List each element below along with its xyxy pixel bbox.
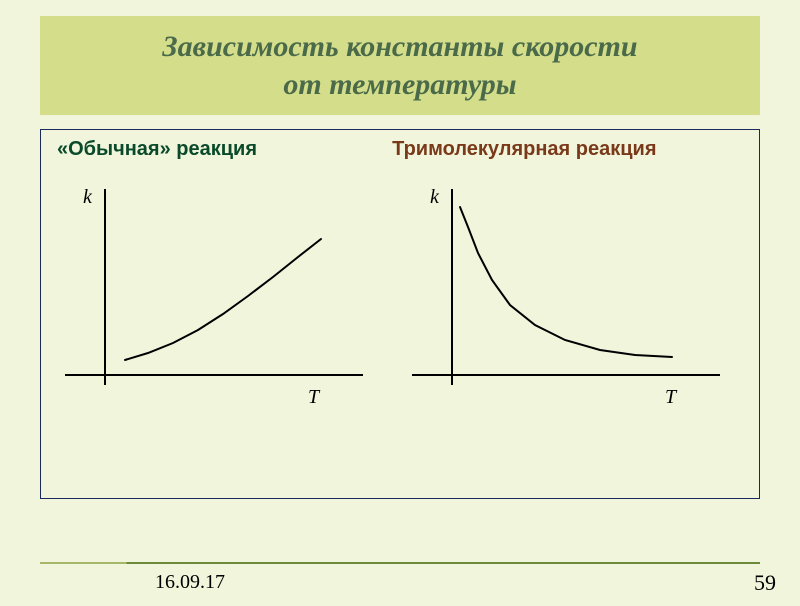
- slide-title-bar: Зависимость константы скорости от темпер…: [40, 16, 760, 115]
- right-chart-svg: kT: [400, 165, 750, 465]
- charts-row: kT kT: [53, 165, 747, 465]
- footer-divider: [40, 562, 760, 564]
- slide-title: Зависимость константы скорости от темпер…: [60, 28, 740, 103]
- title-line-2: от температуры: [283, 68, 516, 101]
- title-line-1: Зависимость константы скорости: [162, 30, 637, 63]
- svg-text:T: T: [665, 386, 678, 408]
- page-number: 59: [754, 570, 776, 596]
- svg-text:k: k: [83, 186, 93, 208]
- left-chart: kT: [53, 165, 400, 465]
- chart-labels-row: «Обычная» реакция Тримолекулярная реакци…: [53, 138, 747, 161]
- right-chart-label: Тримолекулярная реакция: [386, 138, 747, 161]
- footer-date: 16.09.17: [155, 571, 225, 594]
- svg-text:k: k: [430, 186, 440, 208]
- left-chart-label: «Обычная» реакция: [53, 138, 386, 161]
- right-chart: kT: [400, 165, 747, 465]
- left-chart-svg: kT: [53, 165, 393, 465]
- chart-panel: «Обычная» реакция Тримолекулярная реакци…: [40, 129, 760, 499]
- svg-text:T: T: [308, 386, 321, 408]
